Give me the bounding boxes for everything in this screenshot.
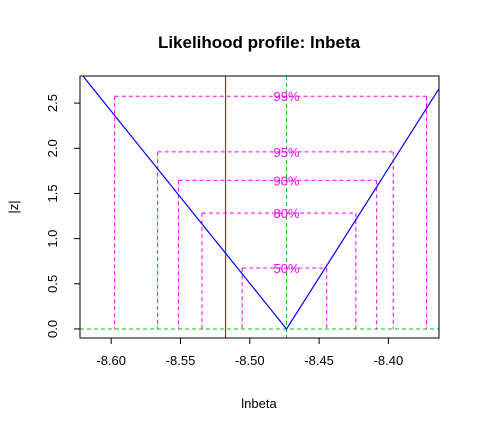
conf-label-80%: 80% xyxy=(274,206,300,221)
y-tick-label: 1.0 xyxy=(45,230,60,248)
conf-label-95%: 95% xyxy=(274,145,300,160)
x-tick-label: -8.50 xyxy=(235,353,265,368)
x-tick-label: -8.45 xyxy=(304,353,334,368)
x-tick-label: -8.55 xyxy=(166,353,196,368)
conf-label-90%: 90% xyxy=(274,173,300,188)
plot-inner xyxy=(80,76,439,338)
plot-frame xyxy=(79,75,440,339)
x-tick-label: -8.40 xyxy=(374,353,404,368)
x-tick-label: -8.60 xyxy=(96,353,126,368)
y-tick-label: 0.5 xyxy=(45,275,60,293)
plot-area: 99% 95% 90% 80% 50% -8.60 -8.55 -8.50 -8.45 -8.40… xyxy=(45,75,440,368)
y-tick-label: 2.0 xyxy=(45,139,60,157)
y-axis-label: |z| xyxy=(6,200,21,213)
conf-label-50%: 50% xyxy=(274,261,300,276)
x-axis-label: lnbeta xyxy=(241,396,277,411)
y-tick-label: 0.0 xyxy=(45,320,60,338)
conf-label-99%: 99% xyxy=(274,89,300,104)
chart-title: Likelihood profile: lnbeta xyxy=(158,33,361,52)
y-tick-label: 2.5 xyxy=(45,94,60,112)
profile-line xyxy=(82,76,439,330)
y-tick-label: 1.5 xyxy=(45,184,60,202)
